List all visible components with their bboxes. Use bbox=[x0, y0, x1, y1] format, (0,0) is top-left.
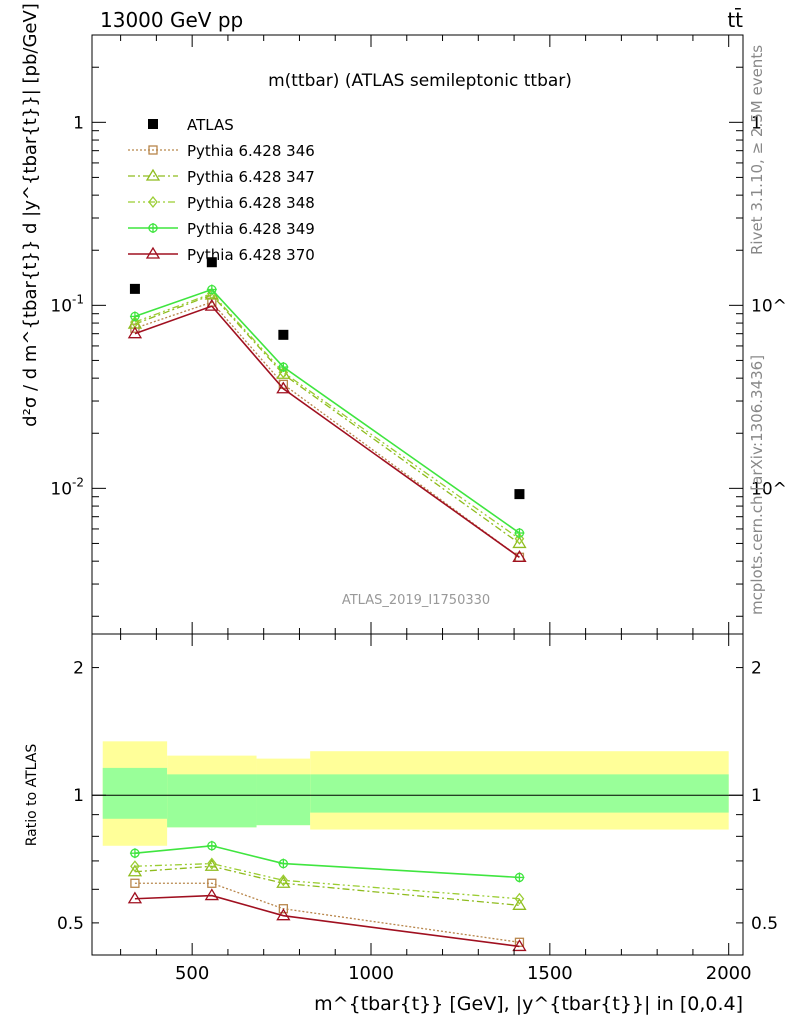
data-marker bbox=[127, 891, 143, 904]
y-tick-label: 10-2 bbox=[50, 475, 84, 499]
data-marker bbox=[130, 860, 140, 873]
mcplots-label: mcplots.cern.ch [arXiv:1306.3436] bbox=[748, 355, 766, 615]
legend-label: Pythia 6.428 346 bbox=[187, 142, 315, 160]
data-marker bbox=[206, 257, 217, 268]
uncertainty-band-inner bbox=[102, 767, 168, 819]
ratio-line bbox=[134, 844, 520, 879]
legend-label: Pythia 6.428 349 bbox=[187, 220, 315, 238]
x-tick-label: 1000 bbox=[348, 963, 394, 984]
series-line bbox=[134, 305, 520, 558]
y-tick-exponent: -1 bbox=[72, 292, 84, 306]
watermark: ATLAS_2019_I1750330 bbox=[342, 593, 490, 608]
ratio-series-347 bbox=[127, 858, 527, 910]
data-marker bbox=[514, 892, 525, 905]
series-pythia-6-428-349 bbox=[129, 284, 525, 539]
y-tick-label: 10-1 bbox=[50, 292, 84, 316]
ratio-panel: 500 1000 1500 2000 0.5 0.5 1 1 2 2 bbox=[57, 633, 778, 984]
header-right: tt̄ bbox=[727, 7, 743, 32]
ratio-series-349 bbox=[129, 840, 525, 883]
y-tick-exponent: -2 bbox=[72, 475, 84, 489]
data-marker bbox=[512, 898, 527, 910]
data-marker bbox=[148, 119, 158, 129]
series-line bbox=[134, 301, 520, 558]
header-left: 13000 GeV pp bbox=[100, 8, 243, 32]
data-marker bbox=[512, 550, 527, 562]
x-tick-label: 500 bbox=[175, 963, 209, 984]
x-tick-label: 2000 bbox=[706, 963, 752, 984]
data-marker bbox=[276, 381, 291, 394]
series-line bbox=[134, 288, 520, 534]
series-pythia-6-428-347 bbox=[127, 287, 527, 549]
uncertainty-band-inner bbox=[310, 774, 729, 813]
y-tick-label: 2 bbox=[73, 659, 84, 679]
data-marker bbox=[207, 878, 217, 888]
ratio-series-346 bbox=[130, 878, 525, 947]
series-pythia-6-428-370 bbox=[127, 298, 527, 562]
data-marker bbox=[129, 283, 140, 294]
uncertainty-band-inner bbox=[256, 774, 311, 826]
legend-item: Pythia 6.428 348 bbox=[128, 194, 315, 212]
ratio-line bbox=[134, 862, 520, 900]
legend-label: Pythia 6.428 348 bbox=[187, 194, 315, 212]
series-line bbox=[134, 294, 520, 544]
ratio-series-348 bbox=[130, 857, 525, 905]
data-marker bbox=[148, 195, 158, 209]
data-marker bbox=[145, 246, 161, 259]
data-marker bbox=[130, 878, 140, 888]
legend-item: Pythia 6.428 347 bbox=[128, 168, 315, 186]
main-panel: 10-2 10^-2 10-1 10^-1 1 1 bbox=[50, 34, 786, 635]
y-tick-label-right: 2 bbox=[751, 659, 762, 679]
x-axis-label: m^{tbar{t}} [GeV], |y^{tbar{t}}| in [0,0… bbox=[314, 993, 743, 1015]
data-marker bbox=[276, 908, 291, 921]
legend-label: Pythia 6.428 370 bbox=[187, 246, 315, 264]
data-marker bbox=[145, 168, 161, 181]
data-marker bbox=[512, 536, 527, 549]
data-marker bbox=[514, 489, 525, 500]
data-marker bbox=[127, 864, 143, 877]
rivet-label: Rivet 3.1.10, ≥ 2.5M events bbox=[748, 45, 766, 255]
data-marker bbox=[148, 145, 158, 155]
data-marker bbox=[204, 888, 219, 901]
legend-item: Pythia 6.428 346 bbox=[128, 142, 315, 160]
uncertainty-band-inner bbox=[167, 774, 257, 828]
data-marker bbox=[206, 857, 217, 870]
data-marker bbox=[278, 874, 289, 887]
legend: ATLAS Pythia 6.428 346 Pythia 6.428 347 Pyt… bbox=[128, 116, 315, 264]
ratio-y-axis-label: Ratio to ATLAS bbox=[24, 744, 40, 847]
data-marker bbox=[127, 326, 143, 339]
legend-item: Pythia 6.428 349 bbox=[128, 220, 315, 238]
data-marker bbox=[278, 904, 289, 914]
data-marker bbox=[278, 329, 289, 340]
y-tick-label: 1 bbox=[73, 113, 84, 133]
legend-item: ATLAS bbox=[148, 116, 234, 134]
ratio-line bbox=[134, 865, 520, 906]
y-tick-label: 1 bbox=[73, 786, 84, 806]
y-tick-label-right: 1 bbox=[751, 786, 762, 806]
y-tick-label-right: 0.5 bbox=[751, 914, 778, 934]
main-y-axis-label: d²σ / d m^{tbar{t}} d |y^{tbar{t}}| [pb/… bbox=[20, 3, 41, 427]
series-line bbox=[134, 292, 520, 540]
data-marker bbox=[204, 298, 219, 311]
legend-label: Pythia 6.428 347 bbox=[187, 168, 315, 186]
data-marker bbox=[514, 532, 525, 545]
y-tick-label-right: 10^-2 bbox=[751, 479, 786, 499]
data-marker bbox=[512, 939, 527, 952]
legend-label: ATLAS bbox=[187, 116, 234, 134]
series-pythia-6-428-346 bbox=[130, 297, 525, 562]
legend-item: Pythia 6.428 370 bbox=[128, 246, 315, 264]
plot-title: m(ttbar) (ATLAS semileptonic ttbar) bbox=[268, 71, 572, 91]
ratio-line bbox=[134, 882, 520, 943]
y-tick-label-right: 10^-1 bbox=[751, 296, 786, 316]
ratio-line bbox=[134, 894, 520, 948]
ratio-frame bbox=[91, 633, 744, 956]
y-tick-label-right: 1 bbox=[751, 113, 762, 133]
series-atlas bbox=[129, 257, 525, 500]
ratio-series-370 bbox=[127, 888, 527, 952]
y-tick-label: 0.5 bbox=[57, 914, 84, 934]
x-tick-label: 1500 bbox=[527, 963, 573, 984]
